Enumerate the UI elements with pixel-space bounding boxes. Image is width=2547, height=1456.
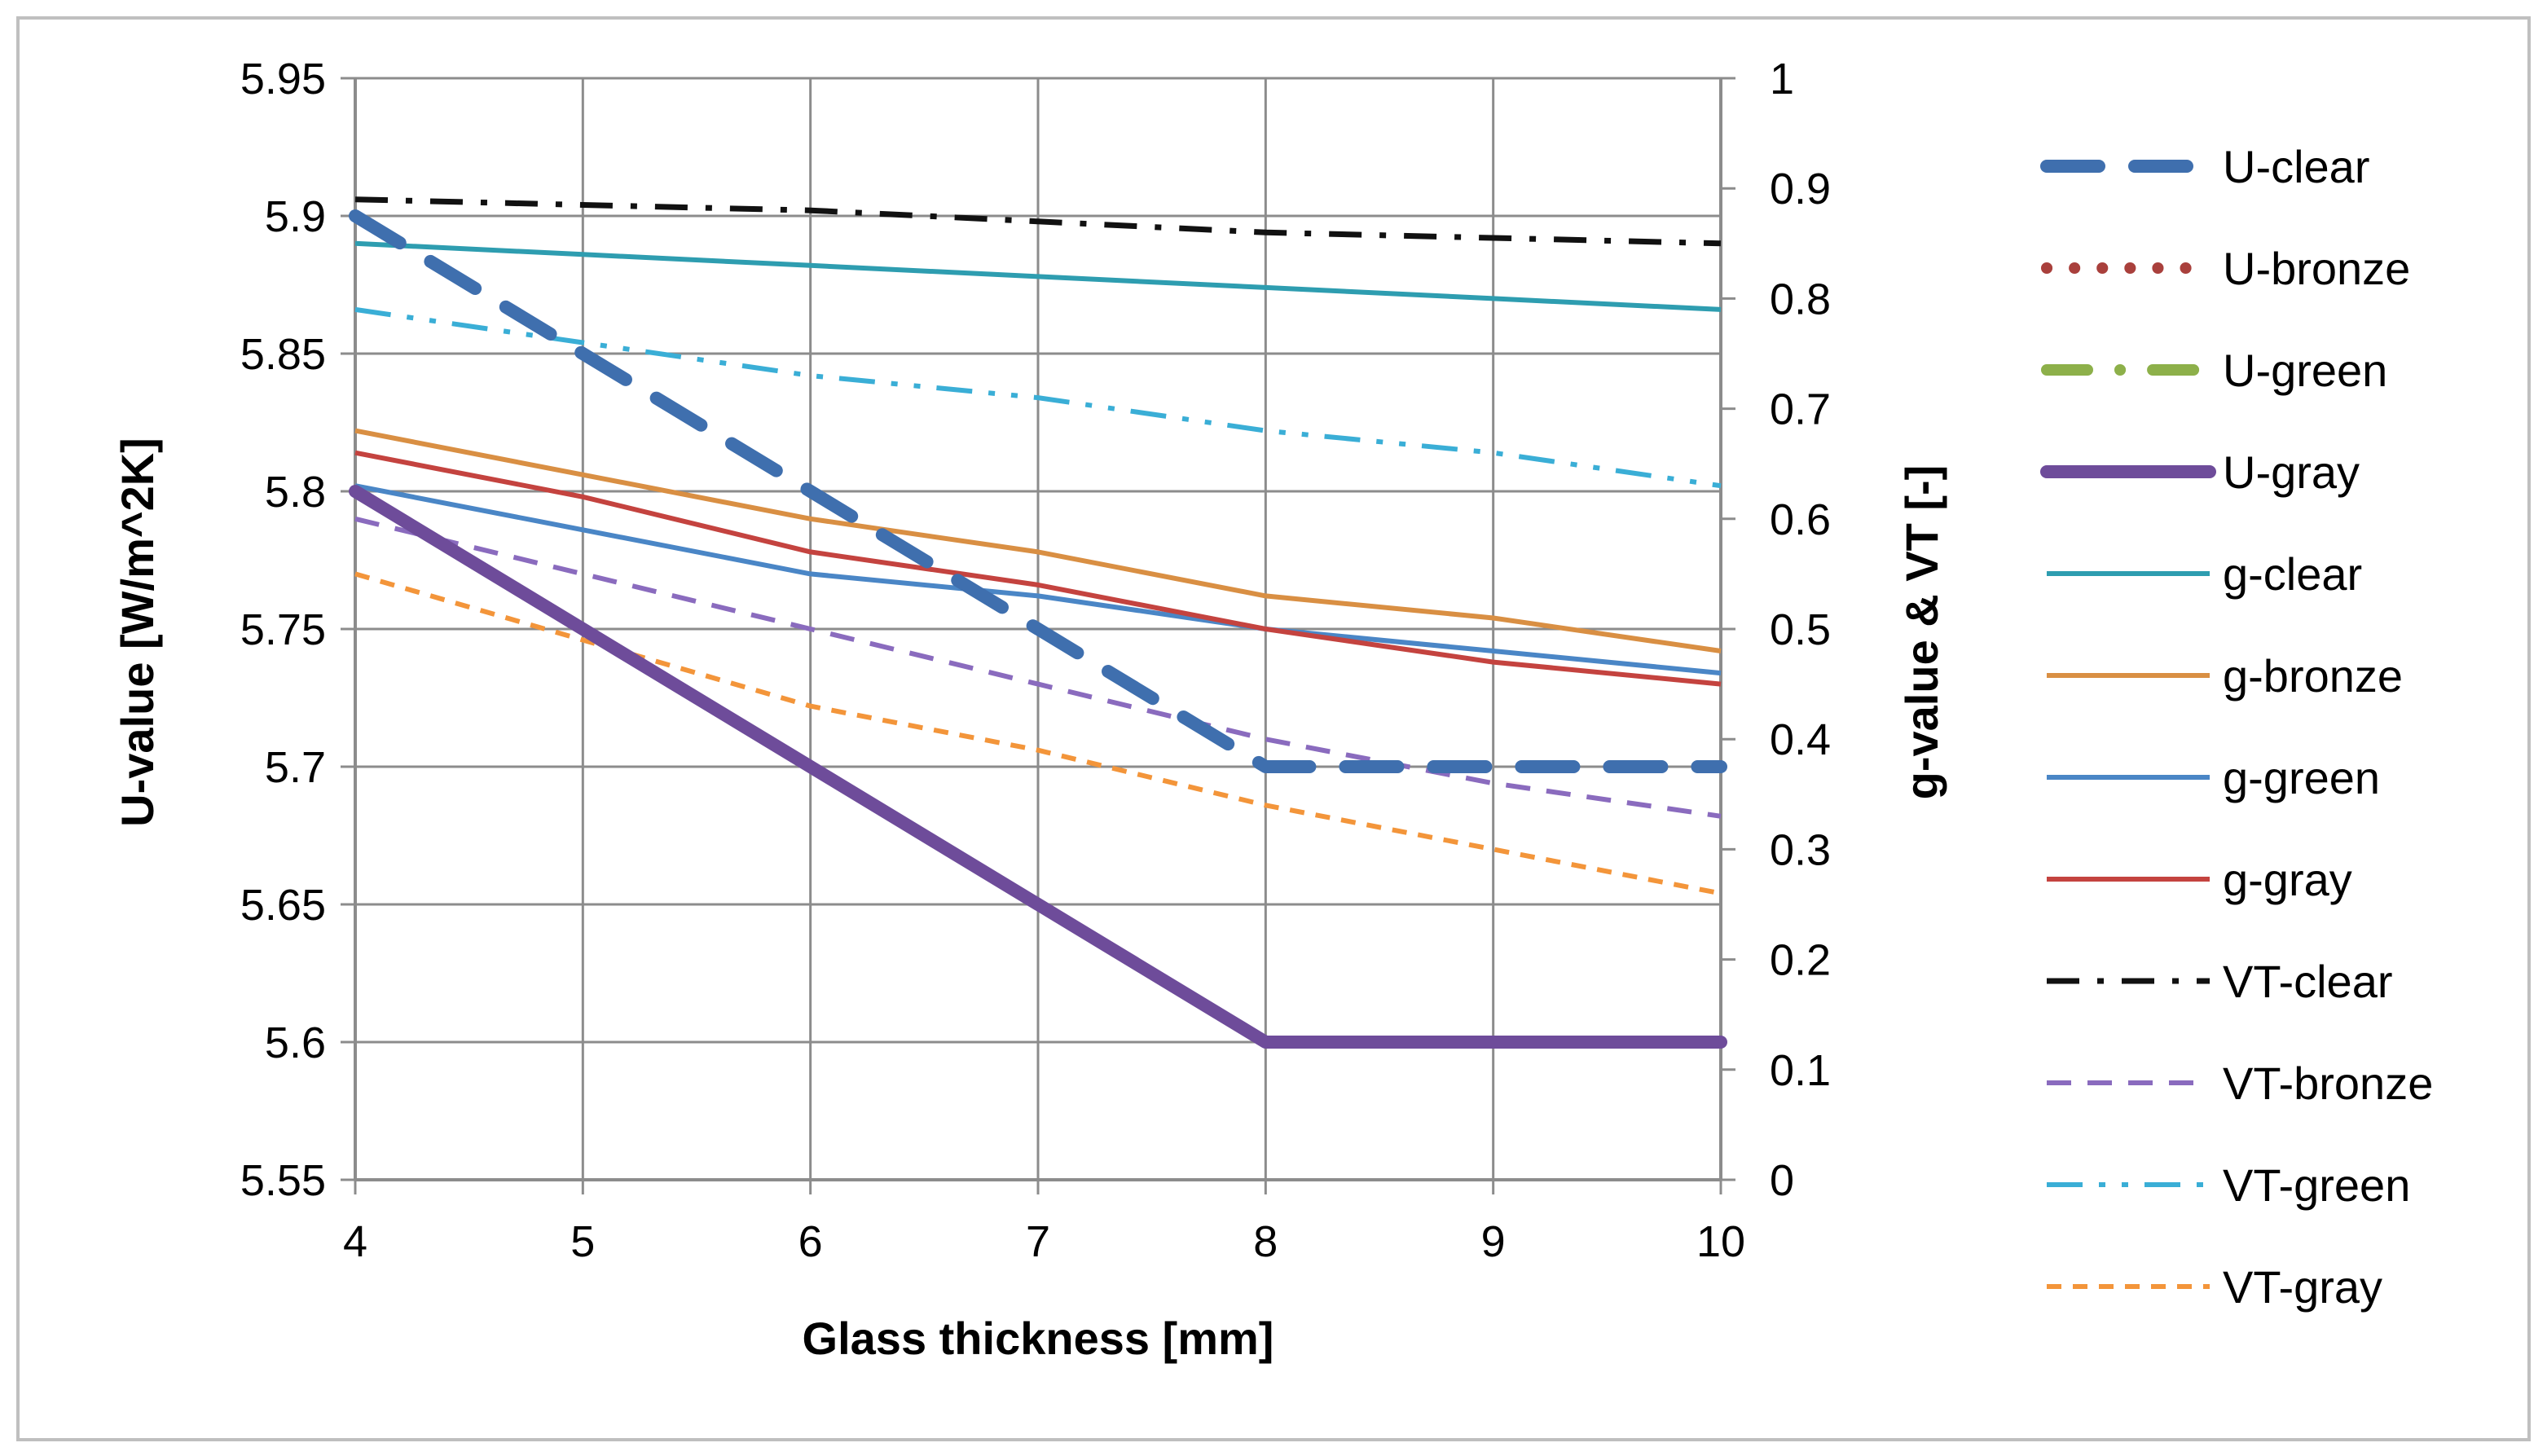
series-line-g-bronze [354,428,1722,653]
legend-item: VT-bronze [2047,1058,2433,1109]
series-lines [349,196,1727,1049]
y-tick-label-left: 5.95 [240,55,326,103]
x-tick-label: 4 [343,1217,367,1266]
legend-label: g-bronze [2223,650,2403,702]
y-tick-label-right: 0.2 [1770,936,1831,985]
legend-label: VT-gray [2223,1261,2382,1313]
chart-border [16,16,2531,1441]
legend-label: VT-clear [2223,956,2393,1007]
x-tick-label: 7 [1026,1217,1050,1266]
legend-label: U-green [2223,345,2387,396]
legend-item: U-clear [2040,141,2369,192]
legend-label: U-gray [2223,446,2360,498]
series-line-u-clear [349,209,1727,773]
series-line-u-gray [349,485,1727,1049]
series-line-g-gray [354,450,1722,687]
y-tick-label-left: 5.9 [265,192,326,241]
legend-label: VT-bronze [2223,1058,2433,1109]
y-tick-label-right: 0.3 [1770,825,1831,874]
series-line-g-clear [354,240,1722,312]
legend-item: VT-green [2047,1159,2410,1211]
y-tick-label-right: 1 [1770,55,1794,103]
y-tick-label-right: 0.4 [1770,715,1831,764]
legend-item: VT-gray [2047,1261,2382,1313]
y-tick-label-left: 5.8 [265,468,326,517]
legend-item: g-gray [2047,854,2352,905]
y-tick-label-right: 0.5 [1770,605,1831,654]
y-tick-label-right: 0.9 [1770,165,1831,213]
y-tick-label-right: 0 [1770,1156,1794,1205]
y-tick-label-left: 5.55 [240,1156,326,1205]
x-axis-title: Glass thickness [mm] [803,1313,1274,1364]
y-tick-label-right: 0.1 [1770,1046,1831,1095]
y-tick-label-right: 0.6 [1770,495,1831,544]
legend-item: U-gray [2040,446,2360,498]
x-tick-label: 8 [1253,1217,1278,1266]
y-tick-label-right: 0.7 [1770,385,1831,434]
x-tick-label: 5 [570,1217,595,1266]
legend-label: g-green [2223,752,2380,803]
y-axis-title-right: g-value & VT [-] [1896,465,1947,800]
legend-label: g-gray [2223,854,2352,905]
legend-label: VT-green [2223,1159,2410,1211]
y-tick-label-left: 5.65 [240,881,326,930]
y-tick-label-left: 5.75 [240,605,326,654]
axes: 5.55 5.6 5.65 5.7 5.75 5.8 5.85 5.9 5.95 0 0.1 0.2 0… [240,55,1831,1266]
legend-label: g-clear [2223,548,2362,600]
x-tick-label: 6 [798,1217,823,1266]
y-tick-label-left: 5.6 [265,1018,326,1067]
series-line-vt-clear [354,196,1722,247]
x-tick-label: 9 [1481,1217,1506,1266]
legend-item: U-green [2041,345,2387,396]
series-line-vt-bronze [354,516,1722,819]
legend-item: g-clear [2047,548,2362,600]
x-tick-label: 10 [1696,1217,1745,1266]
legend-item: g-green [2047,752,2380,803]
legend-label: U-bronze [2223,243,2410,294]
series-line-vt-green [354,306,1722,489]
legend-item: VT-clear [2047,956,2393,1007]
legend-label: U-clear [2223,141,2369,192]
legend-item: U-bronze [2041,243,2410,294]
y-tick-label-left: 5.85 [240,330,326,379]
series-line-g-green [354,483,1722,676]
legend: U-clear U-bronze U-green U-gray g-clear g-bro… [2040,141,2433,1313]
legend-item: g-bronze [2047,650,2403,702]
y-tick-label-right: 0.8 [1770,275,1831,323]
series-line-vt-gray [354,571,1722,896]
y-axis-title-left: U-value [W/m^2K] [112,438,163,827]
y-tick-label-left: 5.7 [265,743,326,792]
